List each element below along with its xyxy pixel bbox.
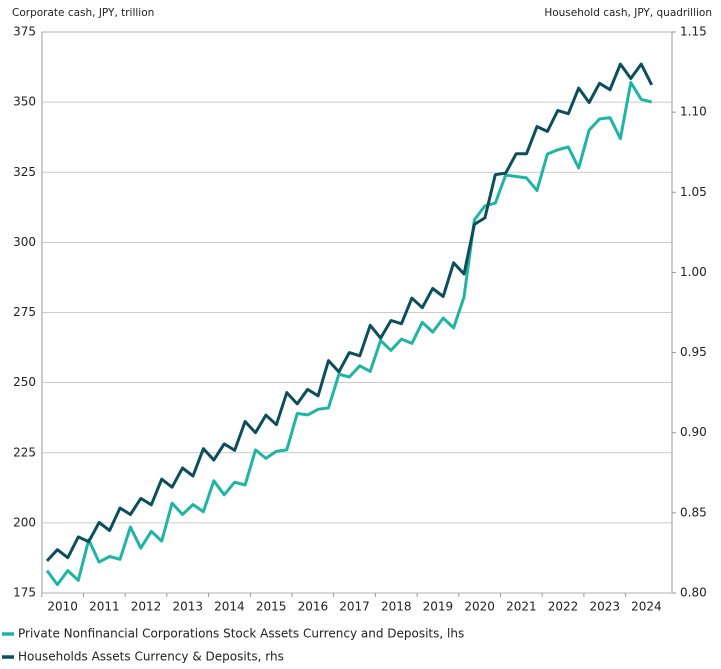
y2-tick-label: 0.85 xyxy=(680,505,707,519)
y-tick-label: 325 xyxy=(13,165,36,179)
y-tick-label: 350 xyxy=(13,95,36,109)
x-tick-label: 2014 xyxy=(214,600,245,614)
y-tick-label: 375 xyxy=(13,25,36,39)
y-axis-label: Corporate cash, JPY, trillion xyxy=(12,7,154,19)
y-tick-label: 175 xyxy=(13,586,36,600)
x-tick-label: 2017 xyxy=(339,600,370,614)
legend-label: Private Nonfinancial Corporations Stock … xyxy=(18,627,464,641)
x-tick-label: 2022 xyxy=(548,600,579,614)
y2-tick-label: 0.95 xyxy=(680,345,707,359)
x-tick-label: 2020 xyxy=(464,600,495,614)
x-tick-label: 2015 xyxy=(256,600,287,614)
x-tick-label: 2019 xyxy=(423,600,454,614)
y2-tick-label: 1.05 xyxy=(680,185,707,199)
y-tick-label: 200 xyxy=(13,515,36,529)
x-tick-label: 2023 xyxy=(589,600,620,614)
x-tick-label: 2016 xyxy=(298,600,329,614)
x-tick-label: 2010 xyxy=(47,600,78,614)
x-tick-label: 2013 xyxy=(172,600,203,614)
x-tick-label: 2018 xyxy=(381,600,412,614)
x-tick-label: 2024 xyxy=(631,600,662,614)
y2-tick-label: 1.10 xyxy=(680,105,707,119)
x-tick-label: 2021 xyxy=(506,600,537,614)
series-line xyxy=(45,81,653,587)
legend-label: Households Assets Currency & Deposits, r… xyxy=(18,650,284,664)
y-tick-label: 225 xyxy=(13,445,36,459)
y-tick-label: 250 xyxy=(13,375,36,389)
series-line xyxy=(45,62,654,562)
y2-tick-label: 1.00 xyxy=(680,265,707,279)
x-tick-label: 2011 xyxy=(89,600,120,614)
x-tick-label: 2012 xyxy=(131,600,162,614)
y2-axis-label: Household cash, JPY, quadrillion xyxy=(544,7,712,19)
y2-tick-label: 0.90 xyxy=(680,425,707,439)
y2-tick-label: 1.15 xyxy=(680,25,707,39)
y-tick-label: 300 xyxy=(13,235,36,249)
y-tick-label: 275 xyxy=(13,305,36,319)
y2-tick-label: 0.80 xyxy=(680,586,707,600)
